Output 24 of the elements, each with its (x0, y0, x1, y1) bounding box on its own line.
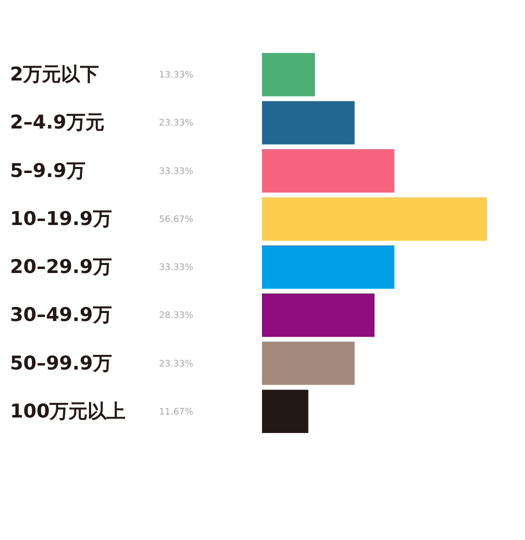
data-label: 23.33% (159, 118, 194, 129)
data-label: 33.33% (159, 263, 194, 274)
bar (262, 245, 394, 289)
data-label: 56.67% (159, 214, 194, 225)
y-tick-label: 20–29.9万 (10, 256, 112, 278)
bar (262, 294, 374, 337)
y-tick-label: 10–19.9万 (10, 208, 112, 230)
bar (262, 149, 394, 192)
bar (262, 197, 487, 241)
y-tick-label: 100万元以上 (10, 400, 126, 422)
y-tick-label: 2–4.9万元 (10, 112, 104, 134)
data-label: 11.67% (159, 407, 194, 418)
data-label: 28.33% (159, 311, 194, 322)
data-label: 13.33% (159, 70, 194, 81)
y-tick-label: 2万元以下 (10, 64, 100, 86)
data-label: 23.33% (159, 359, 194, 370)
y-tick-label: 5–9.9万 (10, 160, 86, 182)
y-tick-label: 50–99.9万 (10, 352, 112, 374)
bar (262, 390, 308, 434)
y-tick-label: 30–49.9万 (10, 304, 112, 326)
bar (262, 52, 315, 96)
bar (262, 342, 355, 385)
data-label: 33.33% (159, 166, 194, 177)
bar (262, 101, 355, 144)
